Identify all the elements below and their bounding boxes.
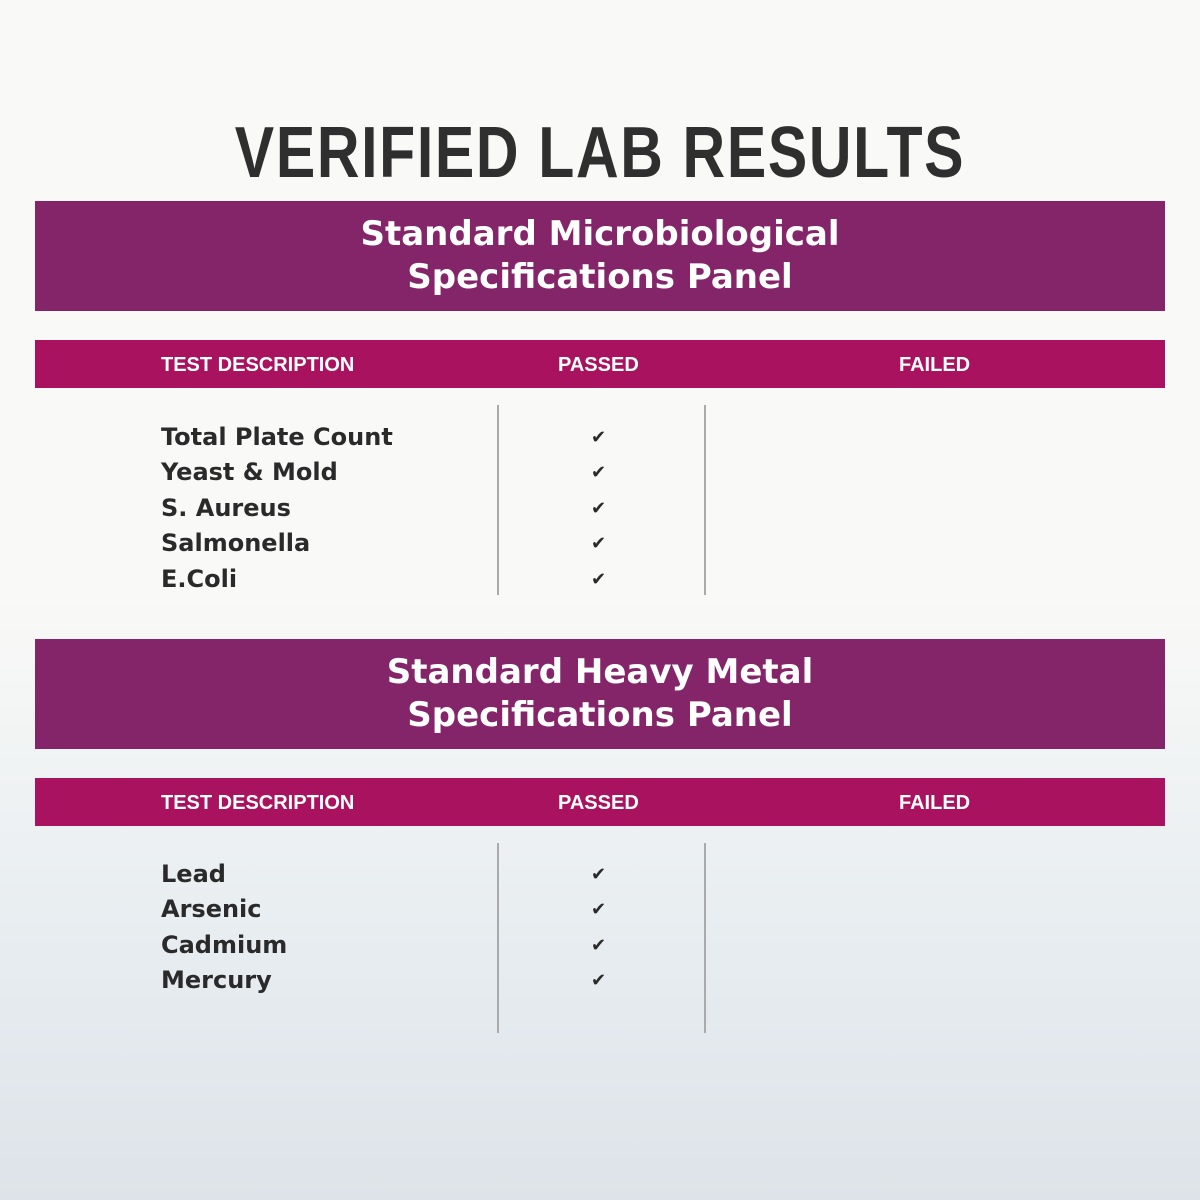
column-divider xyxy=(704,843,706,1033)
table-row: Total Plate Count ✔ xyxy=(161,420,661,455)
header-test-description: TEST DESCRIPTION xyxy=(161,354,355,376)
table-row: Lead ✔ xyxy=(161,857,661,892)
header-failed: FAILED xyxy=(899,354,971,376)
check-icon: ✔ xyxy=(591,864,607,885)
table-row: Salmonella ✔ xyxy=(161,526,661,561)
check-icon: ✔ xyxy=(591,533,607,555)
table-row: E.Coli ✔ xyxy=(161,562,661,597)
page-title: VERIFIED LAB RESULTS xyxy=(234,113,966,193)
header-passed: PASSED xyxy=(558,792,639,814)
test-name: E.Coli xyxy=(161,564,238,593)
table-header: TEST DESCRIPTION PASSED FAILED xyxy=(35,778,1165,826)
table-row: Cadmium ✔ xyxy=(161,928,661,963)
header-failed: FAILED xyxy=(899,792,971,814)
check-icon: ✔ xyxy=(591,934,607,956)
table-row: Arsenic ✔ xyxy=(161,892,661,927)
panel-title-line2: Specifications Panel xyxy=(407,257,793,297)
header-passed: PASSED xyxy=(558,354,639,376)
check-icon: ✔ xyxy=(591,568,607,590)
table-header: TEST DESCRIPTION PASSED FAILED xyxy=(35,340,1165,388)
check-icon: ✔ xyxy=(591,462,607,484)
microbiological-results: Total Plate Count ✔ Yeast & Mold ✔ S. Aure… xyxy=(161,420,661,597)
check-icon: ✔ xyxy=(591,497,607,519)
panel-title-line1: Standard Microbiological xyxy=(360,214,840,254)
microbiological-panel-banner: Standard Microbiological Specifications … xyxy=(35,201,1165,311)
column-divider xyxy=(704,405,706,595)
panel-title-line2: Specifications Panel xyxy=(407,695,793,735)
test-name: Arsenic xyxy=(161,895,262,924)
test-name: Yeast & Mold xyxy=(161,458,338,487)
column-divider xyxy=(497,843,499,1033)
test-name: Total Plate Count xyxy=(161,423,393,451)
panel-title-line1: Standard Heavy Metal xyxy=(386,652,814,692)
table-row: Yeast & Mold ✔ xyxy=(161,455,661,490)
header-test-description: TEST DESCRIPTION xyxy=(161,792,355,814)
test-name: Cadmium xyxy=(161,930,288,959)
table-row: S. Aureus ✔ xyxy=(161,491,661,526)
test-name: Lead xyxy=(161,860,226,888)
heavy-metal-panel-banner: Standard Heavy Metal Specifications Pane… xyxy=(35,639,1165,749)
test-name: Salmonella xyxy=(161,529,311,558)
check-icon: ✔ xyxy=(591,899,607,921)
test-name: S. Aureus xyxy=(161,493,291,522)
check-icon: ✔ xyxy=(591,970,607,992)
column-divider xyxy=(497,405,499,595)
heavy-metal-results: Lead ✔ Arsenic ✔ Cadmium ✔ Mercury ✔ xyxy=(161,857,661,999)
table-row: Mercury ✔ xyxy=(161,963,661,998)
test-name: Mercury xyxy=(161,966,272,995)
check-icon: ✔ xyxy=(591,427,607,448)
